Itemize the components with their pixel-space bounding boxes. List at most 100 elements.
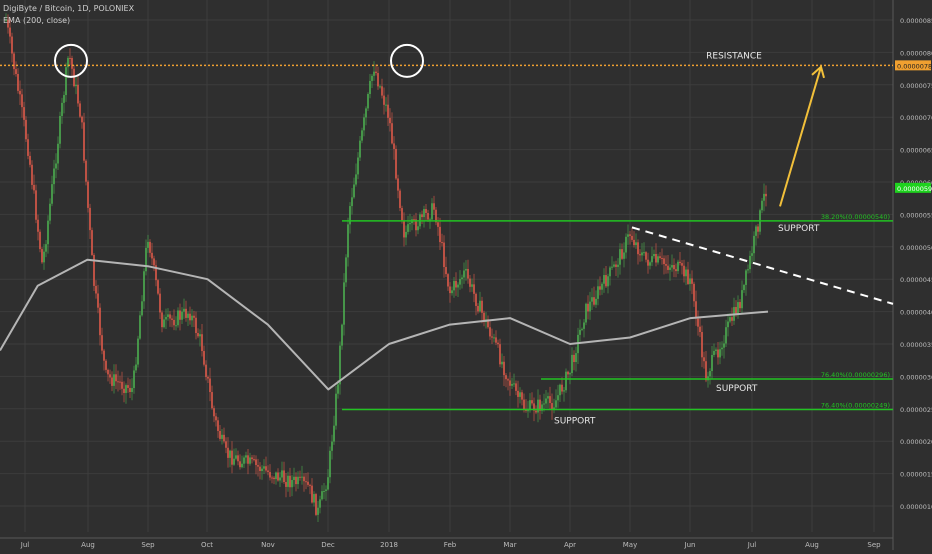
candle-body bbox=[615, 264, 617, 267]
candle-body bbox=[389, 117, 391, 124]
fib-76-upper-support-text: SUPPORT bbox=[716, 384, 758, 394]
candle-body bbox=[395, 148, 397, 179]
candle-body bbox=[99, 307, 101, 336]
candle-body bbox=[75, 84, 77, 87]
candle-body bbox=[367, 94, 369, 109]
candle-body bbox=[215, 416, 217, 421]
candle-body bbox=[125, 385, 127, 393]
candle-body bbox=[383, 95, 385, 105]
candle-body bbox=[723, 343, 725, 348]
candle-body bbox=[671, 265, 673, 268]
candle-body bbox=[89, 207, 91, 231]
candle-body bbox=[535, 410, 537, 413]
candle-body bbox=[425, 209, 427, 213]
candle-body bbox=[639, 254, 641, 256]
candle-body bbox=[483, 312, 485, 323]
candle-body bbox=[259, 466, 261, 471]
candle-body bbox=[479, 300, 481, 312]
candle-body bbox=[337, 384, 339, 394]
candle-body bbox=[397, 178, 399, 191]
candle-body bbox=[311, 485, 313, 503]
candle-body bbox=[527, 410, 529, 412]
candle-body bbox=[317, 507, 319, 515]
candle-body bbox=[725, 327, 727, 344]
candle-body bbox=[309, 484, 311, 486]
candle-body bbox=[713, 350, 715, 356]
candle-body bbox=[573, 354, 575, 363]
candle-body bbox=[581, 328, 583, 330]
candle-body bbox=[5, 19, 7, 21]
candle-body bbox=[681, 263, 683, 266]
dashed-trendline bbox=[631, 226, 894, 305]
candle-body bbox=[235, 455, 237, 459]
candle-body bbox=[195, 317, 197, 334]
candle-body bbox=[29, 155, 31, 165]
candle-body bbox=[623, 252, 625, 259]
candle-body bbox=[269, 472, 271, 478]
candle-body bbox=[499, 344, 501, 365]
candle-body bbox=[13, 53, 15, 70]
candle-body bbox=[85, 160, 87, 182]
candle-body bbox=[711, 355, 713, 372]
candle-body bbox=[161, 312, 163, 328]
candle-body bbox=[399, 190, 401, 209]
candle-body bbox=[145, 247, 147, 272]
candle-body bbox=[295, 476, 297, 485]
candle-body bbox=[271, 477, 273, 479]
candle-body bbox=[421, 214, 423, 218]
candle-body bbox=[171, 318, 173, 320]
candle-body bbox=[417, 226, 419, 231]
candle-body bbox=[427, 212, 429, 220]
candle-body bbox=[603, 275, 605, 284]
candle-body bbox=[207, 376, 209, 379]
candle-body bbox=[721, 347, 723, 350]
candle-body bbox=[523, 399, 525, 410]
candle-body bbox=[17, 74, 19, 91]
candle-body bbox=[381, 86, 383, 96]
candle-body bbox=[751, 253, 753, 256]
candle-body bbox=[241, 463, 243, 468]
candle-body bbox=[243, 457, 245, 464]
candle-body bbox=[21, 94, 23, 108]
candle-body bbox=[409, 223, 411, 225]
candle-body bbox=[515, 383, 517, 391]
candle-body bbox=[257, 465, 259, 467]
candle-body bbox=[299, 476, 301, 478]
candle-body bbox=[91, 230, 93, 255]
candle-body bbox=[445, 267, 447, 275]
candle-body bbox=[293, 476, 295, 481]
candle-body bbox=[143, 271, 145, 302]
candle-body bbox=[53, 168, 55, 185]
candle-body bbox=[83, 122, 85, 161]
candle-body bbox=[357, 157, 359, 175]
candle-body bbox=[649, 262, 651, 266]
candle-body bbox=[209, 378, 211, 393]
candle-body bbox=[487, 319, 489, 328]
candle-body bbox=[501, 361, 503, 365]
candle-body bbox=[579, 329, 581, 335]
candle-body bbox=[643, 252, 645, 254]
candle-body bbox=[741, 290, 743, 309]
candle-body bbox=[675, 269, 677, 272]
candle-body bbox=[539, 399, 541, 411]
candle-body bbox=[677, 261, 679, 272]
candle-body bbox=[505, 375, 507, 380]
candle-body bbox=[423, 209, 425, 218]
candle-body bbox=[593, 297, 595, 305]
candle-body bbox=[467, 268, 469, 279]
candle-body bbox=[33, 184, 35, 191]
candle-body bbox=[679, 261, 681, 264]
candle-body bbox=[457, 284, 459, 288]
candle-body bbox=[115, 374, 117, 382]
x-tick-label: 2018 bbox=[380, 541, 398, 549]
candle-body bbox=[289, 475, 291, 488]
candle-body bbox=[635, 242, 637, 246]
candle-body bbox=[743, 284, 745, 291]
candle-body bbox=[691, 278, 693, 284]
candle-body bbox=[599, 286, 601, 290]
resistance-price-text: 0.00000780 bbox=[897, 62, 932, 70]
candle-body bbox=[155, 265, 157, 281]
x-tick-label: Mar bbox=[503, 541, 516, 549]
